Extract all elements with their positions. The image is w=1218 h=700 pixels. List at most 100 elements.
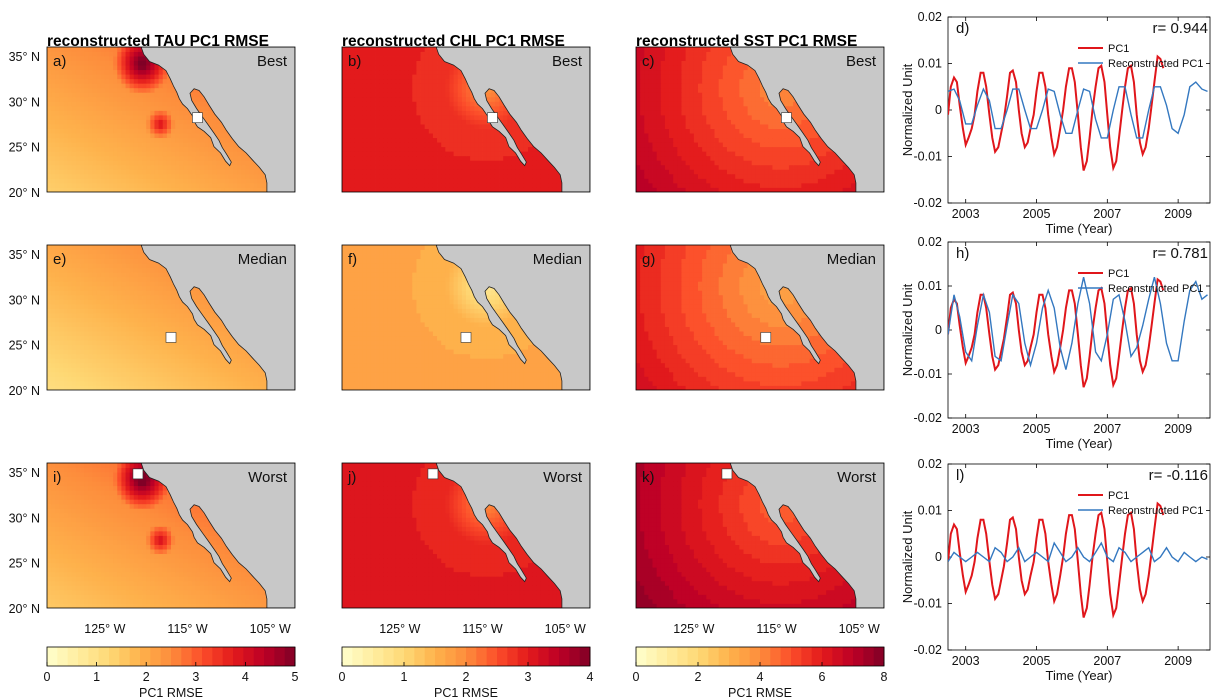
map-cell bbox=[428, 56, 434, 61]
map-cell bbox=[179, 105, 184, 111]
map-cell bbox=[67, 169, 73, 175]
map-cell bbox=[731, 137, 736, 143]
map-cell bbox=[350, 65, 355, 71]
map-cell bbox=[146, 65, 151, 71]
map-cell bbox=[104, 119, 110, 125]
map-cell bbox=[523, 164, 529, 170]
map-cell bbox=[158, 74, 164, 80]
map-cell bbox=[366, 142, 372, 148]
map-cell bbox=[75, 146, 81, 152]
map-cell bbox=[166, 114, 172, 120]
map-cell bbox=[673, 124, 678, 129]
map-cell bbox=[137, 160, 143, 166]
map-cell bbox=[660, 164, 666, 170]
map-cell bbox=[478, 142, 483, 148]
map-cell bbox=[428, 169, 434, 175]
map-cell bbox=[121, 178, 126, 184]
map-cell bbox=[150, 187, 155, 192]
map-cell bbox=[154, 160, 159, 166]
map-cell bbox=[59, 105, 64, 111]
map-cell bbox=[399, 124, 405, 129]
map-cell bbox=[55, 155, 60, 161]
map-cell bbox=[416, 92, 421, 98]
map-cell bbox=[208, 146, 213, 152]
map-cell bbox=[92, 69, 97, 75]
map-cell bbox=[710, 105, 715, 111]
map-cell bbox=[96, 151, 102, 157]
map-cell bbox=[395, 128, 401, 134]
map-cell bbox=[817, 187, 823, 192]
map-cell bbox=[354, 65, 359, 71]
map-cell bbox=[399, 92, 405, 98]
map-cell bbox=[379, 137, 384, 143]
map-cell bbox=[776, 110, 782, 116]
map-cell bbox=[441, 110, 446, 116]
map-cell bbox=[743, 178, 748, 184]
map-cell bbox=[199, 101, 205, 107]
map-cell bbox=[490, 142, 496, 148]
map-cell bbox=[84, 74, 89, 80]
map-cell bbox=[755, 110, 761, 116]
map-cell bbox=[253, 173, 259, 179]
map-cell bbox=[685, 137, 691, 143]
map-cell bbox=[797, 105, 802, 111]
map-cell bbox=[644, 173, 649, 179]
map-cell bbox=[92, 182, 97, 188]
map-cell bbox=[362, 56, 368, 61]
map-cell bbox=[133, 178, 139, 184]
map-cell bbox=[780, 128, 786, 134]
map-cell bbox=[162, 137, 168, 143]
map-cell bbox=[636, 146, 641, 152]
map-cell bbox=[412, 114, 417, 120]
map-cell bbox=[84, 87, 89, 93]
map-cell bbox=[391, 83, 397, 89]
map-cell bbox=[55, 74, 60, 80]
map-cell bbox=[437, 65, 442, 71]
map-cell bbox=[710, 164, 715, 170]
map-cell bbox=[399, 105, 405, 111]
map-cell bbox=[523, 187, 529, 192]
map-cell bbox=[453, 178, 459, 184]
map-cell bbox=[59, 87, 64, 93]
map-cell bbox=[84, 182, 89, 188]
map-cell bbox=[55, 119, 60, 125]
map-cell bbox=[420, 56, 426, 61]
map-cell bbox=[67, 164, 73, 170]
map-cell bbox=[261, 187, 267, 192]
map-cell bbox=[47, 114, 52, 120]
map-cell bbox=[383, 101, 388, 107]
map-cell bbox=[212, 178, 217, 184]
map-cell bbox=[237, 160, 242, 166]
map-cell bbox=[212, 128, 217, 134]
map-cell bbox=[117, 173, 122, 179]
map-cell bbox=[648, 169, 653, 175]
map-cell bbox=[507, 173, 512, 179]
map-cell bbox=[664, 146, 670, 152]
map-cell bbox=[362, 146, 368, 152]
map-cell bbox=[395, 119, 401, 125]
map-cell bbox=[75, 96, 81, 102]
map-cell bbox=[714, 164, 720, 170]
map-cell bbox=[424, 182, 430, 188]
map-cell bbox=[88, 155, 93, 161]
map-cell bbox=[350, 114, 355, 120]
map-cell bbox=[166, 128, 172, 134]
map-cell bbox=[88, 151, 93, 157]
map-cell bbox=[137, 155, 143, 161]
map-cell bbox=[755, 128, 761, 134]
map-cell bbox=[441, 164, 446, 170]
map-cell bbox=[84, 169, 89, 175]
map-cell bbox=[731, 124, 736, 129]
map-cell bbox=[154, 182, 159, 188]
map-cell bbox=[706, 114, 711, 120]
map-cell bbox=[80, 133, 85, 139]
map-cell bbox=[404, 83, 409, 89]
map-cell bbox=[830, 182, 835, 188]
map-cell bbox=[366, 74, 372, 80]
map-cell bbox=[71, 69, 77, 75]
map-cell bbox=[772, 119, 777, 125]
map-cell bbox=[109, 137, 114, 143]
map-cell bbox=[113, 92, 118, 98]
map-cell bbox=[379, 69, 384, 75]
map-cell bbox=[125, 110, 131, 116]
